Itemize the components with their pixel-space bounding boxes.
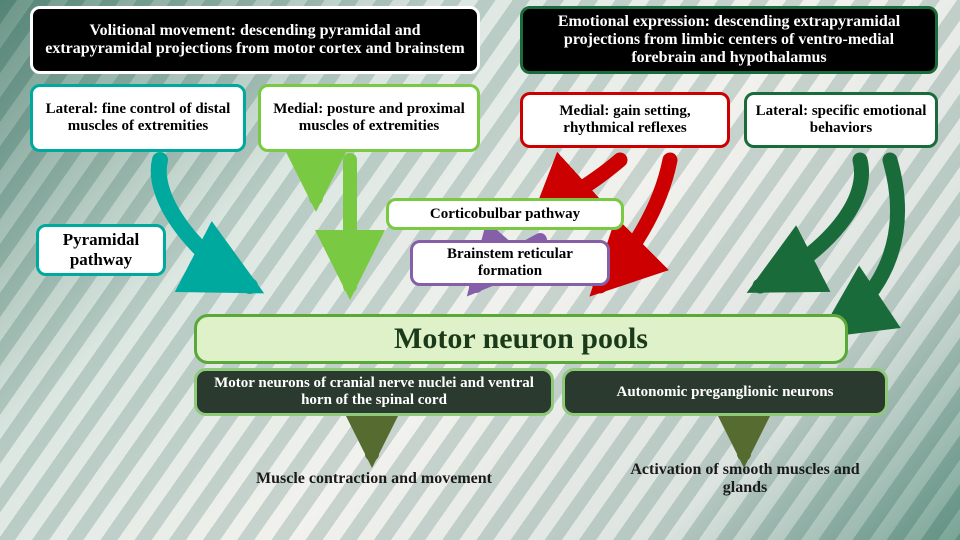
header-emotional: Emotional expression: descending extrapy… <box>520 6 938 74</box>
motor-neurons-cranial: Motor neurons of cranial nerve nuclei an… <box>194 368 554 416</box>
arrow-a-dg1 <box>760 160 862 286</box>
label-corticobulbar: Corticobulbar pathway <box>386 198 624 230</box>
motor-neuron-pools: Motor neuron pools <box>194 314 848 364</box>
autonomic-preganglionic: Autonomic preganglionic neurons <box>562 368 888 416</box>
header-volitional: Volitional movement: descending pyramida… <box>30 6 480 74</box>
sub-lateral-emotional: Lateral: specific emotional behaviors <box>744 92 938 148</box>
sub-lateral-fine: Lateral: fine control of distal muscles … <box>30 84 246 152</box>
arrow-a-teal <box>159 160 250 286</box>
label-brf: Brainstem reticular formation <box>410 240 610 286</box>
output-muscle-contraction: Muscle contraction and movement <box>244 456 504 502</box>
header-left-text: Volitional movement: descending pyramida… <box>41 22 469 58</box>
output-smooth-muscles: Activation of smooth muscles and glands <box>620 456 870 502</box>
header-right-text: Emotional expression: descending extrapy… <box>531 13 927 67</box>
label-pyramidal: Pyramidal pathway <box>36 224 166 276</box>
sub-medial-gain: Medial: gain setting, rhythmical reflexe… <box>520 92 730 148</box>
sub-medial-posture: Medial: posture and proximal muscles of … <box>258 84 480 152</box>
